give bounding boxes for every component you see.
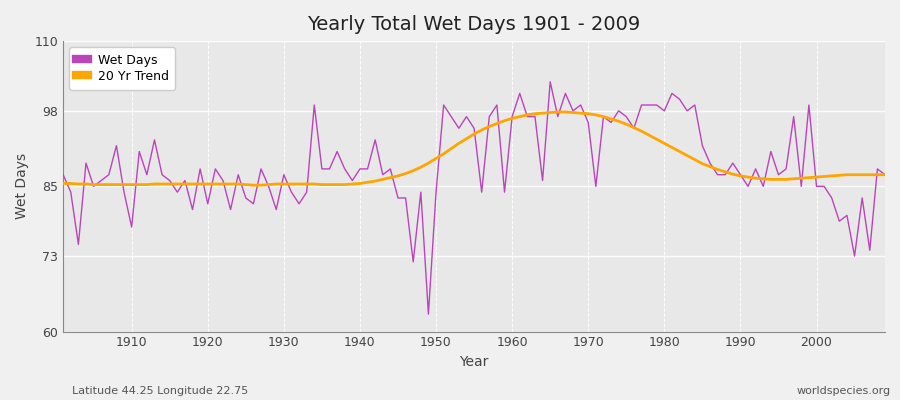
Y-axis label: Wet Days: Wet Days xyxy=(15,153,29,220)
Text: Latitude 44.25 Longitude 22.75: Latitude 44.25 Longitude 22.75 xyxy=(72,386,248,396)
Title: Yearly Total Wet Days 1901 - 2009: Yearly Total Wet Days 1901 - 2009 xyxy=(308,15,641,34)
Wet Days xyxy=(332,149,343,154)
Wet Days xyxy=(507,114,517,119)
Text: worldspecies.org: worldspecies.org xyxy=(796,386,891,396)
Wet Days xyxy=(286,190,297,194)
Line: Wet Days: Wet Days xyxy=(63,82,885,314)
X-axis label: Year: Year xyxy=(459,355,489,369)
Wet Days xyxy=(613,108,624,113)
20 Yr Trend xyxy=(514,114,525,119)
20 Yr Trend xyxy=(553,110,563,114)
Wet Days xyxy=(544,79,555,84)
Line: 20 Yr Trend: 20 Yr Trend xyxy=(63,112,885,185)
20 Yr Trend xyxy=(58,181,68,186)
20 Yr Trend xyxy=(339,182,350,187)
Legend: Wet Days, 20 Yr Trend: Wet Days, 20 Yr Trend xyxy=(69,47,176,90)
20 Yr Trend xyxy=(293,182,304,186)
Wet Days xyxy=(879,172,890,177)
Wet Days xyxy=(119,190,130,194)
Wet Days xyxy=(514,91,525,96)
20 Yr Trend xyxy=(613,119,624,124)
20 Yr Trend xyxy=(119,182,130,187)
Wet Days xyxy=(58,172,68,177)
Wet Days xyxy=(423,312,434,316)
20 Yr Trend xyxy=(248,183,259,188)
20 Yr Trend xyxy=(507,116,517,121)
20 Yr Trend xyxy=(879,172,890,177)
